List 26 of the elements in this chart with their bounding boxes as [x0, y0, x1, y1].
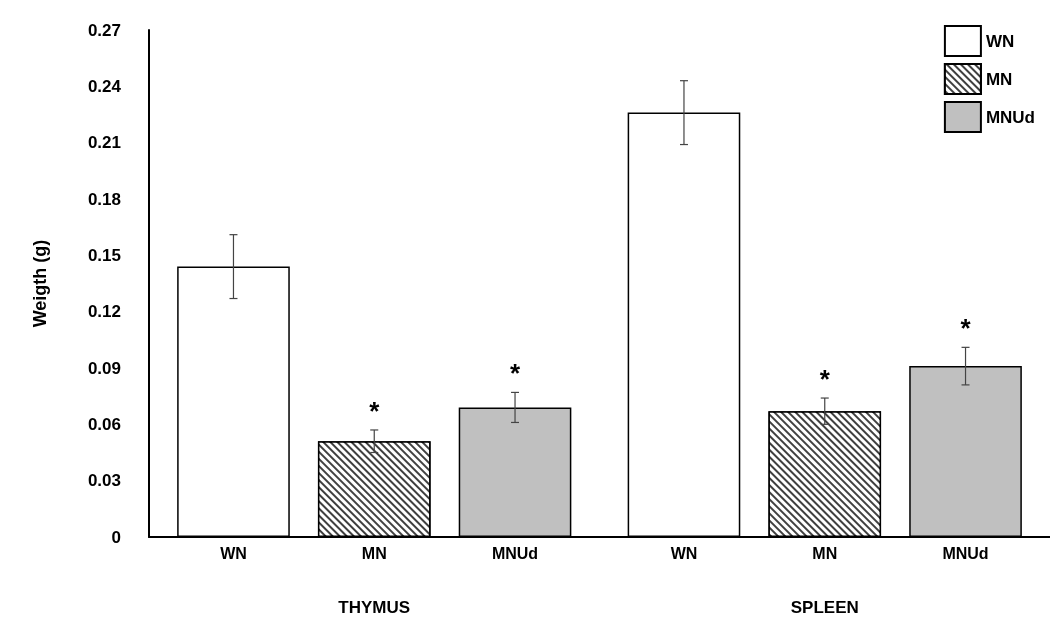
- text: MN: [812, 544, 838, 562]
- x-tick-label: THYMUS: [338, 598, 411, 617]
- text: MNUd: [942, 544, 989, 562]
- y-tick-label: 0.03: [87, 471, 121, 491]
- y-tick-label: 0.24: [87, 76, 122, 96]
- data-label: *: [819, 364, 831, 395]
- data-label: *: [960, 313, 972, 344]
- y-tick-label: 0.27: [87, 20, 121, 40]
- legend-label: WN: [985, 31, 1015, 51]
- y-tick-label: 0.18: [87, 189, 121, 209]
- y-tick-label: 0.15: [87, 245, 121, 265]
- x-tick-label: SPLEEN: [790, 598, 859, 617]
- y-tick-label: 0.09: [87, 358, 121, 378]
- text: MN: [361, 544, 387, 562]
- y-axis-title: Weigth (g): [30, 239, 50, 328]
- data-label: *: [509, 358, 521, 389]
- y-tick-label: 0.06: [87, 414, 121, 434]
- text: MNUd: [491, 544, 539, 562]
- legend-label: MN: [985, 69, 1013, 89]
- y-tick-label: 0.12: [87, 302, 121, 322]
- data-label: *: [369, 395, 381, 426]
- text: WN: [670, 544, 698, 562]
- text: WN: [220, 544, 247, 562]
- y-tick-label: 0: [111, 527, 121, 547]
- y-tick-label: 0.21: [87, 133, 121, 153]
- legend-label: MNUd: [985, 107, 1036, 127]
